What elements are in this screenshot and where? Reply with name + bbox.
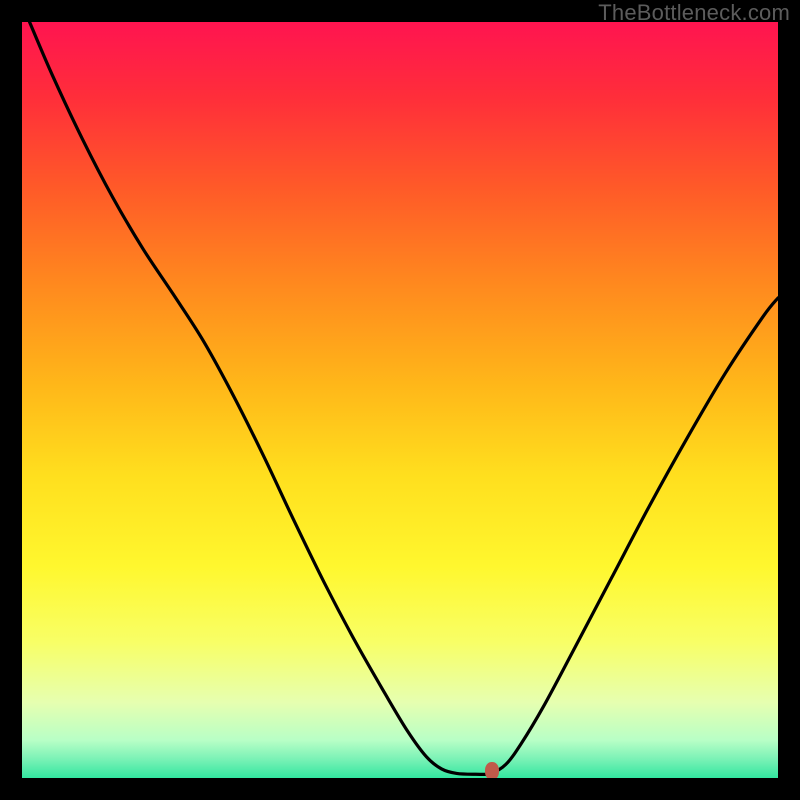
plot-frame — [0, 0, 800, 800]
marker-dot — [485, 762, 499, 778]
plot-area — [22, 22, 778, 778]
curve-line — [22, 22, 778, 778]
watermark-text: TheBottleneck.com — [598, 0, 790, 26]
